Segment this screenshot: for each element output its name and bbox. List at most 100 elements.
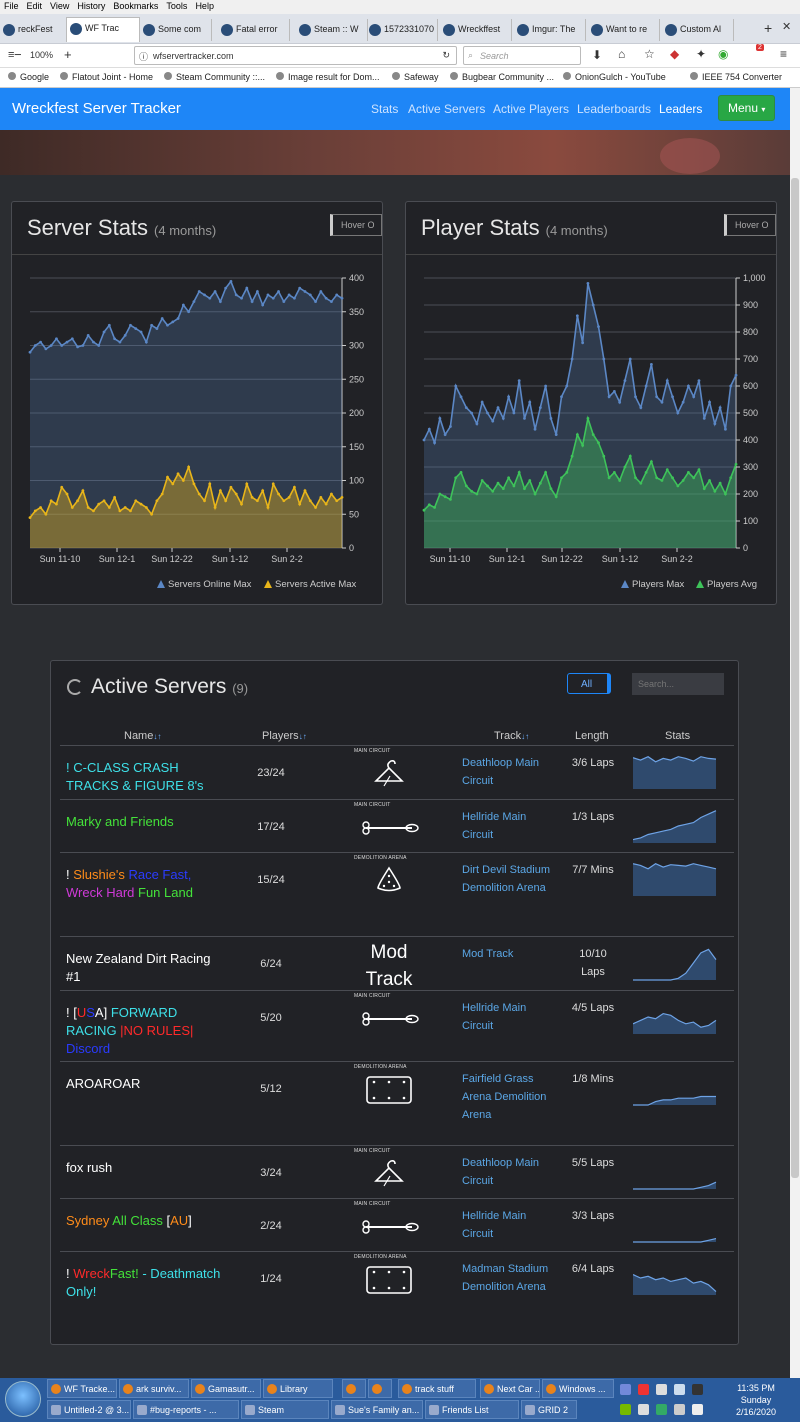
pocket-icon[interactable]: ◆: [670, 47, 680, 61]
legend-label[interactable]: Players Avg: [707, 579, 757, 590]
legend-label[interactable]: Players Max: [632, 579, 685, 590]
bookmark-item[interactable]: Google: [8, 72, 49, 82]
site-brand[interactable]: Wreckfest Server Tracker: [12, 100, 181, 117]
server-name[interactable]: ! [USA] FORWARD RACING |NO RULES| Discor…: [66, 1004, 226, 1058]
steam-tray-icon[interactable]: [692, 1384, 703, 1395]
server-name[interactable]: Marky and Friends: [66, 813, 226, 831]
nav-leaders[interactable]: Leaders: [659, 102, 703, 116]
url-bar[interactable]: ⓘ wfservertracker.com ↻: [134, 46, 457, 65]
hamburger-icon[interactable]: ≡: [8, 49, 15, 61]
server-name[interactable]: fox rush: [66, 1159, 226, 1177]
taskbar-button[interactable]: GRID 2: [521, 1400, 577, 1419]
track-name[interactable]: Deathloop Main Circuit: [462, 1157, 540, 1187]
menu-history[interactable]: History: [77, 1, 106, 11]
browser-tab[interactable]: Steam :: W: [296, 19, 368, 41]
close-window-icon[interactable]: ✕: [782, 21, 792, 33]
menu-tools[interactable]: Tools: [166, 1, 188, 11]
track-name[interactable]: Madman Stadium Demolition Arena: [462, 1263, 549, 1293]
bookmark-item[interactable]: Flatout Joint - Home: [60, 72, 153, 82]
zoom-level[interactable]: 100%: [30, 50, 54, 60]
taskbar-button[interactable]: WF Tracke...: [47, 1379, 117, 1398]
menu-help[interactable]: Help: [195, 1, 214, 11]
taskbar-button[interactable]: Windows ...: [542, 1379, 614, 1398]
refresh-icon[interactable]: [67, 679, 83, 695]
nav-active-servers[interactable]: Active Servers: [408, 102, 486, 116]
taskbar-button[interactable]: Untitled-2 @ 3...: [47, 1400, 131, 1419]
filter-all-button[interactable]: All: [567, 673, 611, 694]
menu-edit[interactable]: Edit: [26, 1, 43, 11]
table-row[interactable]: ! [USA] FORWARD RACING |NO RULES| Discor…: [60, 990, 734, 1061]
page-scrollbar[interactable]: [790, 88, 800, 1378]
nvidia-icon[interactable]: [620, 1404, 631, 1415]
player-hover-toggle[interactable]: Hover O: [724, 214, 776, 236]
nav-stats[interactable]: Stats: [371, 102, 399, 116]
server-name[interactable]: ! C-CLASS CRASH TRACKS & FIGURE 8's: [66, 759, 226, 795]
download-icon[interactable]: ⬇: [592, 48, 603, 62]
taskbar-button[interactable]: [342, 1379, 366, 1398]
taskbar-button[interactable]: Sue's Family an...: [331, 1400, 423, 1419]
bookmark-item[interactable]: Bugbear Community ...: [450, 72, 554, 82]
col-header-name[interactable]: Name↓↑: [124, 730, 161, 742]
table-row[interactable]: Marky and Friends 17/24 MAIN CIRCUIT Hellri…: [60, 799, 734, 852]
browser-tab[interactable]: Imgur: The: [514, 19, 586, 41]
browser-tab[interactable]: reckFest: [0, 19, 72, 41]
minus-icon[interactable]: −: [14, 47, 22, 62]
table-row[interactable]: New Zealand Dirt Racing #1 6/24 Mod Track M…: [60, 936, 734, 990]
reload-icon[interactable]: ↻: [442, 50, 450, 60]
server-name[interactable]: AROAROAR: [66, 1075, 226, 1093]
taskbar-button[interactable]: Steam: [241, 1400, 329, 1419]
table-row[interactable]: fox rush 3/24 MAIN CIRCUIT Deathloop Main C…: [60, 1145, 734, 1198]
legend-label[interactable]: Servers Online Max: [168, 579, 252, 590]
alert-icon[interactable]: [638, 1384, 649, 1395]
bookmark-item[interactable]: Steam Community ::...: [164, 72, 265, 82]
menu-view[interactable]: View: [50, 1, 70, 11]
col-header-track[interactable]: Track↓↑: [494, 730, 529, 742]
nav-active-players[interactable]: Active Players: [493, 102, 570, 116]
track-name[interactable]: Dirt Devil Stadium Demolition Arena: [462, 864, 551, 894]
star-icon[interactable]: ☆: [644, 47, 655, 61]
browser-tab[interactable]: 1572331070: [366, 19, 438, 41]
network-icon[interactable]: [674, 1384, 685, 1395]
home-icon[interactable]: ⌂: [618, 47, 626, 61]
server-hover-toggle[interactable]: Hover O: [330, 214, 382, 236]
table-row[interactable]: ! WreckFast! - Deathmatch Only! 1/24 DEMOL…: [60, 1251, 734, 1336]
bookmark-item[interactable]: IEEE 754 Converter: [690, 72, 782, 82]
taskbar-button[interactable]: #bug-reports - ...: [133, 1400, 239, 1419]
taskbar-button[interactable]: ark surviv...: [119, 1379, 189, 1398]
track-name[interactable]: Hellride Main Circuit: [462, 1002, 527, 1032]
server-name[interactable]: Sydney All Class [AU]: [66, 1212, 226, 1230]
bookmark-item[interactable]: Safeway: [392, 72, 439, 82]
track-name[interactable]: Deathloop Main Circuit: [462, 757, 540, 787]
legend-label[interactable]: Servers Active Max: [275, 579, 357, 590]
track-name[interactable]: Fairfield Grass Arena Demolition Arena: [462, 1073, 547, 1121]
taskbar-button[interactable]: track stuff: [398, 1379, 476, 1398]
chat-icon[interactable]: [674, 1404, 685, 1415]
table-row[interactable]: ! Slushie's Race Fast, Wreck Hard Fun La…: [60, 852, 734, 936]
col-header-players[interactable]: Players↓↑: [262, 730, 307, 742]
menu-bookmarks[interactable]: Bookmarks: [113, 1, 159, 11]
shield-icon[interactable]: [656, 1404, 667, 1415]
discord-icon[interactable]: [620, 1384, 631, 1395]
taskbar-button[interactable]: [368, 1379, 392, 1398]
scroll-thumb[interactable]: [791, 178, 799, 1178]
nav-leaderboards[interactable]: Leaderboards: [577, 102, 652, 116]
bookmark-item[interactable]: OnionGulch - YouTube: [563, 72, 666, 82]
taskbar-button[interactable]: Next Car ...: [480, 1379, 540, 1398]
taskbar-button[interactable]: Gamasutr...: [191, 1379, 261, 1398]
server-name[interactable]: ! WreckFast! - Deathmatch Only!: [66, 1265, 226, 1301]
table-row[interactable]: ! C-CLASS CRASH TRACKS & FIGURE 8's 23/24…: [60, 745, 734, 799]
taskbar-button[interactable]: Library: [263, 1379, 333, 1398]
search-input[interactable]: ⌕ Search: [463, 46, 581, 65]
server-name[interactable]: New Zealand Dirt Racing #1: [66, 950, 226, 986]
browser-tab[interactable]: Wreckffest: [440, 19, 512, 41]
server-name[interactable]: ! Slushie's Race Fast, Wreck Hard Fun La…: [66, 866, 226, 902]
menu-icon[interactable]: ≡: [780, 47, 788, 61]
taskbar-button[interactable]: Friends List: [425, 1400, 519, 1419]
browser-tab[interactable]: Some com: [140, 19, 212, 41]
menu-file[interactable]: File: [4, 1, 19, 11]
addon-icon[interactable]: ◉: [718, 47, 729, 61]
zoom-in-icon[interactable]: +: [64, 47, 72, 62]
volume-icon[interactable]: [656, 1384, 667, 1395]
new-tab-icon[interactable]: +: [764, 20, 773, 36]
flag-icon[interactable]: [638, 1404, 649, 1415]
